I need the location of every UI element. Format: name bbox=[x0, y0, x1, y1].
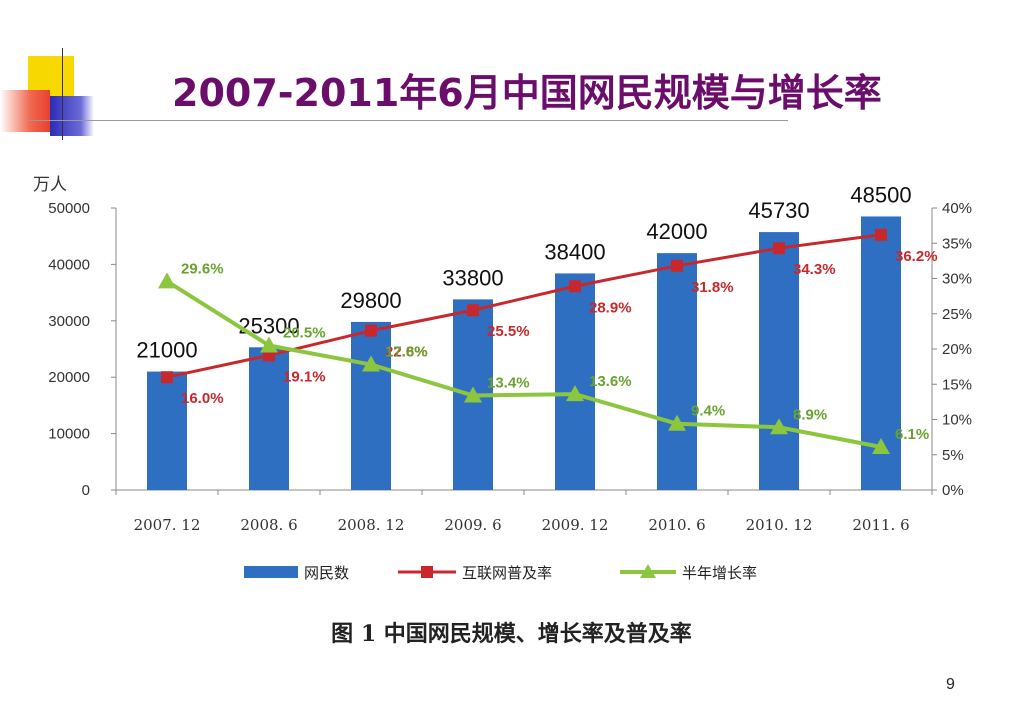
growth-marker bbox=[362, 355, 380, 372]
right-axis-tick-label: 40% bbox=[942, 200, 972, 217]
penetration-label: 36.2% bbox=[895, 248, 938, 265]
growth-label: 6.1% bbox=[895, 426, 929, 443]
x-axis-tick-label: 2010. 12 bbox=[746, 516, 813, 534]
line-series bbox=[158, 228, 890, 454]
x-axis-tick-label: 2009. 12 bbox=[542, 516, 609, 534]
growth-marker bbox=[566, 385, 584, 402]
right-axis-tick-label: 5% bbox=[942, 447, 964, 464]
x-axis-tick-label: 2008. 12 bbox=[338, 516, 405, 534]
penetration-marker bbox=[671, 259, 683, 272]
right-axis-tick-label: 35% bbox=[942, 235, 972, 252]
right-axis-tick-label: 15% bbox=[942, 376, 972, 393]
right-axis-tick-label: 25% bbox=[942, 306, 972, 323]
x-axis-tick-label: 2008. 6 bbox=[240, 516, 297, 534]
page-number: 9 bbox=[946, 676, 955, 693]
growth-label: 13.4% bbox=[487, 375, 530, 392]
growth-label: 8.9% bbox=[793, 406, 827, 423]
slide-title: 2007-2011年6月中国网民规模与增长率 bbox=[172, 71, 882, 115]
bar-value-label: 38400 bbox=[544, 239, 605, 264]
penetration-label: 16.0% bbox=[181, 390, 224, 407]
legend-penetration-marker bbox=[421, 566, 433, 578]
penetration-marker bbox=[773, 242, 785, 255]
decor-vertical-line bbox=[62, 48, 63, 140]
legend-growth-marker bbox=[640, 564, 656, 578]
penetration-label: 34.3% bbox=[793, 261, 836, 278]
penetration-label: 19.1% bbox=[283, 368, 326, 385]
bar-value-label: 48500 bbox=[850, 182, 911, 207]
bar bbox=[555, 273, 595, 490]
bar-value-label: 42000 bbox=[646, 219, 707, 244]
bar bbox=[657, 253, 697, 490]
bar bbox=[147, 371, 187, 490]
chart-legend: 网民数 互联网普及率 半年增长率 bbox=[244, 564, 757, 582]
legend-growth-label: 半年增长率 bbox=[682, 564, 757, 582]
decor-red-square bbox=[0, 90, 50, 132]
bar bbox=[759, 232, 799, 490]
growth-marker bbox=[260, 336, 278, 353]
penetration-label: 22.6% bbox=[385, 344, 428, 361]
figure-caption: 图 1 中国网民规模、增长率及普及率 bbox=[331, 621, 692, 647]
penetration-label: 31.8% bbox=[691, 279, 734, 296]
growth-line bbox=[165, 279, 882, 449]
left-axis-tick-label: 20000 bbox=[48, 369, 90, 386]
penetration-marker bbox=[569, 280, 581, 293]
bar-value-label: 33800 bbox=[442, 265, 503, 290]
legend-bar-label: 网民数 bbox=[304, 564, 349, 582]
growth-marker bbox=[770, 418, 788, 435]
right-axis-tick-label: 30% bbox=[942, 271, 972, 288]
penetration-line bbox=[166, 233, 882, 379]
growth-label: 20.5% bbox=[283, 324, 326, 341]
bar-value-label: 45730 bbox=[748, 198, 809, 223]
growth-marker bbox=[464, 386, 482, 403]
left-axis-tick-label: 30000 bbox=[48, 313, 90, 330]
growth-label: 17.8% bbox=[385, 344, 428, 361]
title-divider bbox=[28, 120, 788, 121]
chart-axes: 0 10000 20000 30000 40000 50000 0% 5% 10% 15% 20% 2… bbox=[48, 200, 972, 534]
penetration-label: 28.9% bbox=[589, 299, 632, 316]
growth-marker bbox=[158, 272, 176, 289]
penetration-marker bbox=[365, 324, 377, 337]
legend-bar-swatch bbox=[244, 566, 298, 578]
x-axis-tick-label: 2010. 6 bbox=[648, 516, 705, 534]
growth-label: 13.6% bbox=[589, 373, 632, 390]
line-value-labels: 16.0% 19.1% 22.6% 25.5% 28.9% 31.8% 34.3% 36.2%… bbox=[181, 248, 938, 443]
growth-marker bbox=[872, 437, 890, 454]
bar-value-label: 21000 bbox=[136, 338, 197, 363]
bar-value-label: 29800 bbox=[340, 288, 401, 313]
right-axis-tick-label: 0% bbox=[942, 482, 964, 499]
growth-marker bbox=[668, 414, 686, 431]
penetration-marker bbox=[161, 371, 173, 384]
left-axis-tick-label: 10000 bbox=[48, 426, 90, 443]
bar bbox=[249, 347, 289, 490]
x-axis-tick-label: 2011. 6 bbox=[852, 516, 909, 534]
x-axis-tick-label: 2007. 12 bbox=[134, 516, 201, 534]
legend-penetration-label: 互联网普及率 bbox=[462, 564, 552, 582]
left-axis-tick-label: 0 bbox=[82, 482, 90, 499]
right-axis-tick-label: 20% bbox=[942, 341, 972, 358]
bar-series bbox=[147, 216, 901, 490]
penetration-marker bbox=[875, 228, 887, 241]
left-axis-unit: 万人 bbox=[33, 175, 67, 195]
penetration-label: 25.5% bbox=[487, 323, 530, 340]
right-axis-tick-label: 10% bbox=[942, 412, 972, 429]
left-axis-tick-label: 40000 bbox=[48, 256, 90, 273]
left-axis-tick-label: 50000 bbox=[48, 200, 90, 217]
x-axis-tick-label: 2009. 6 bbox=[444, 516, 501, 534]
penetration-marker bbox=[467, 304, 479, 317]
growth-label: 9.4% bbox=[691, 403, 725, 420]
decor-blue-square bbox=[50, 96, 94, 136]
bar bbox=[351, 321, 391, 490]
growth-label: 29.6% bbox=[181, 260, 224, 277]
